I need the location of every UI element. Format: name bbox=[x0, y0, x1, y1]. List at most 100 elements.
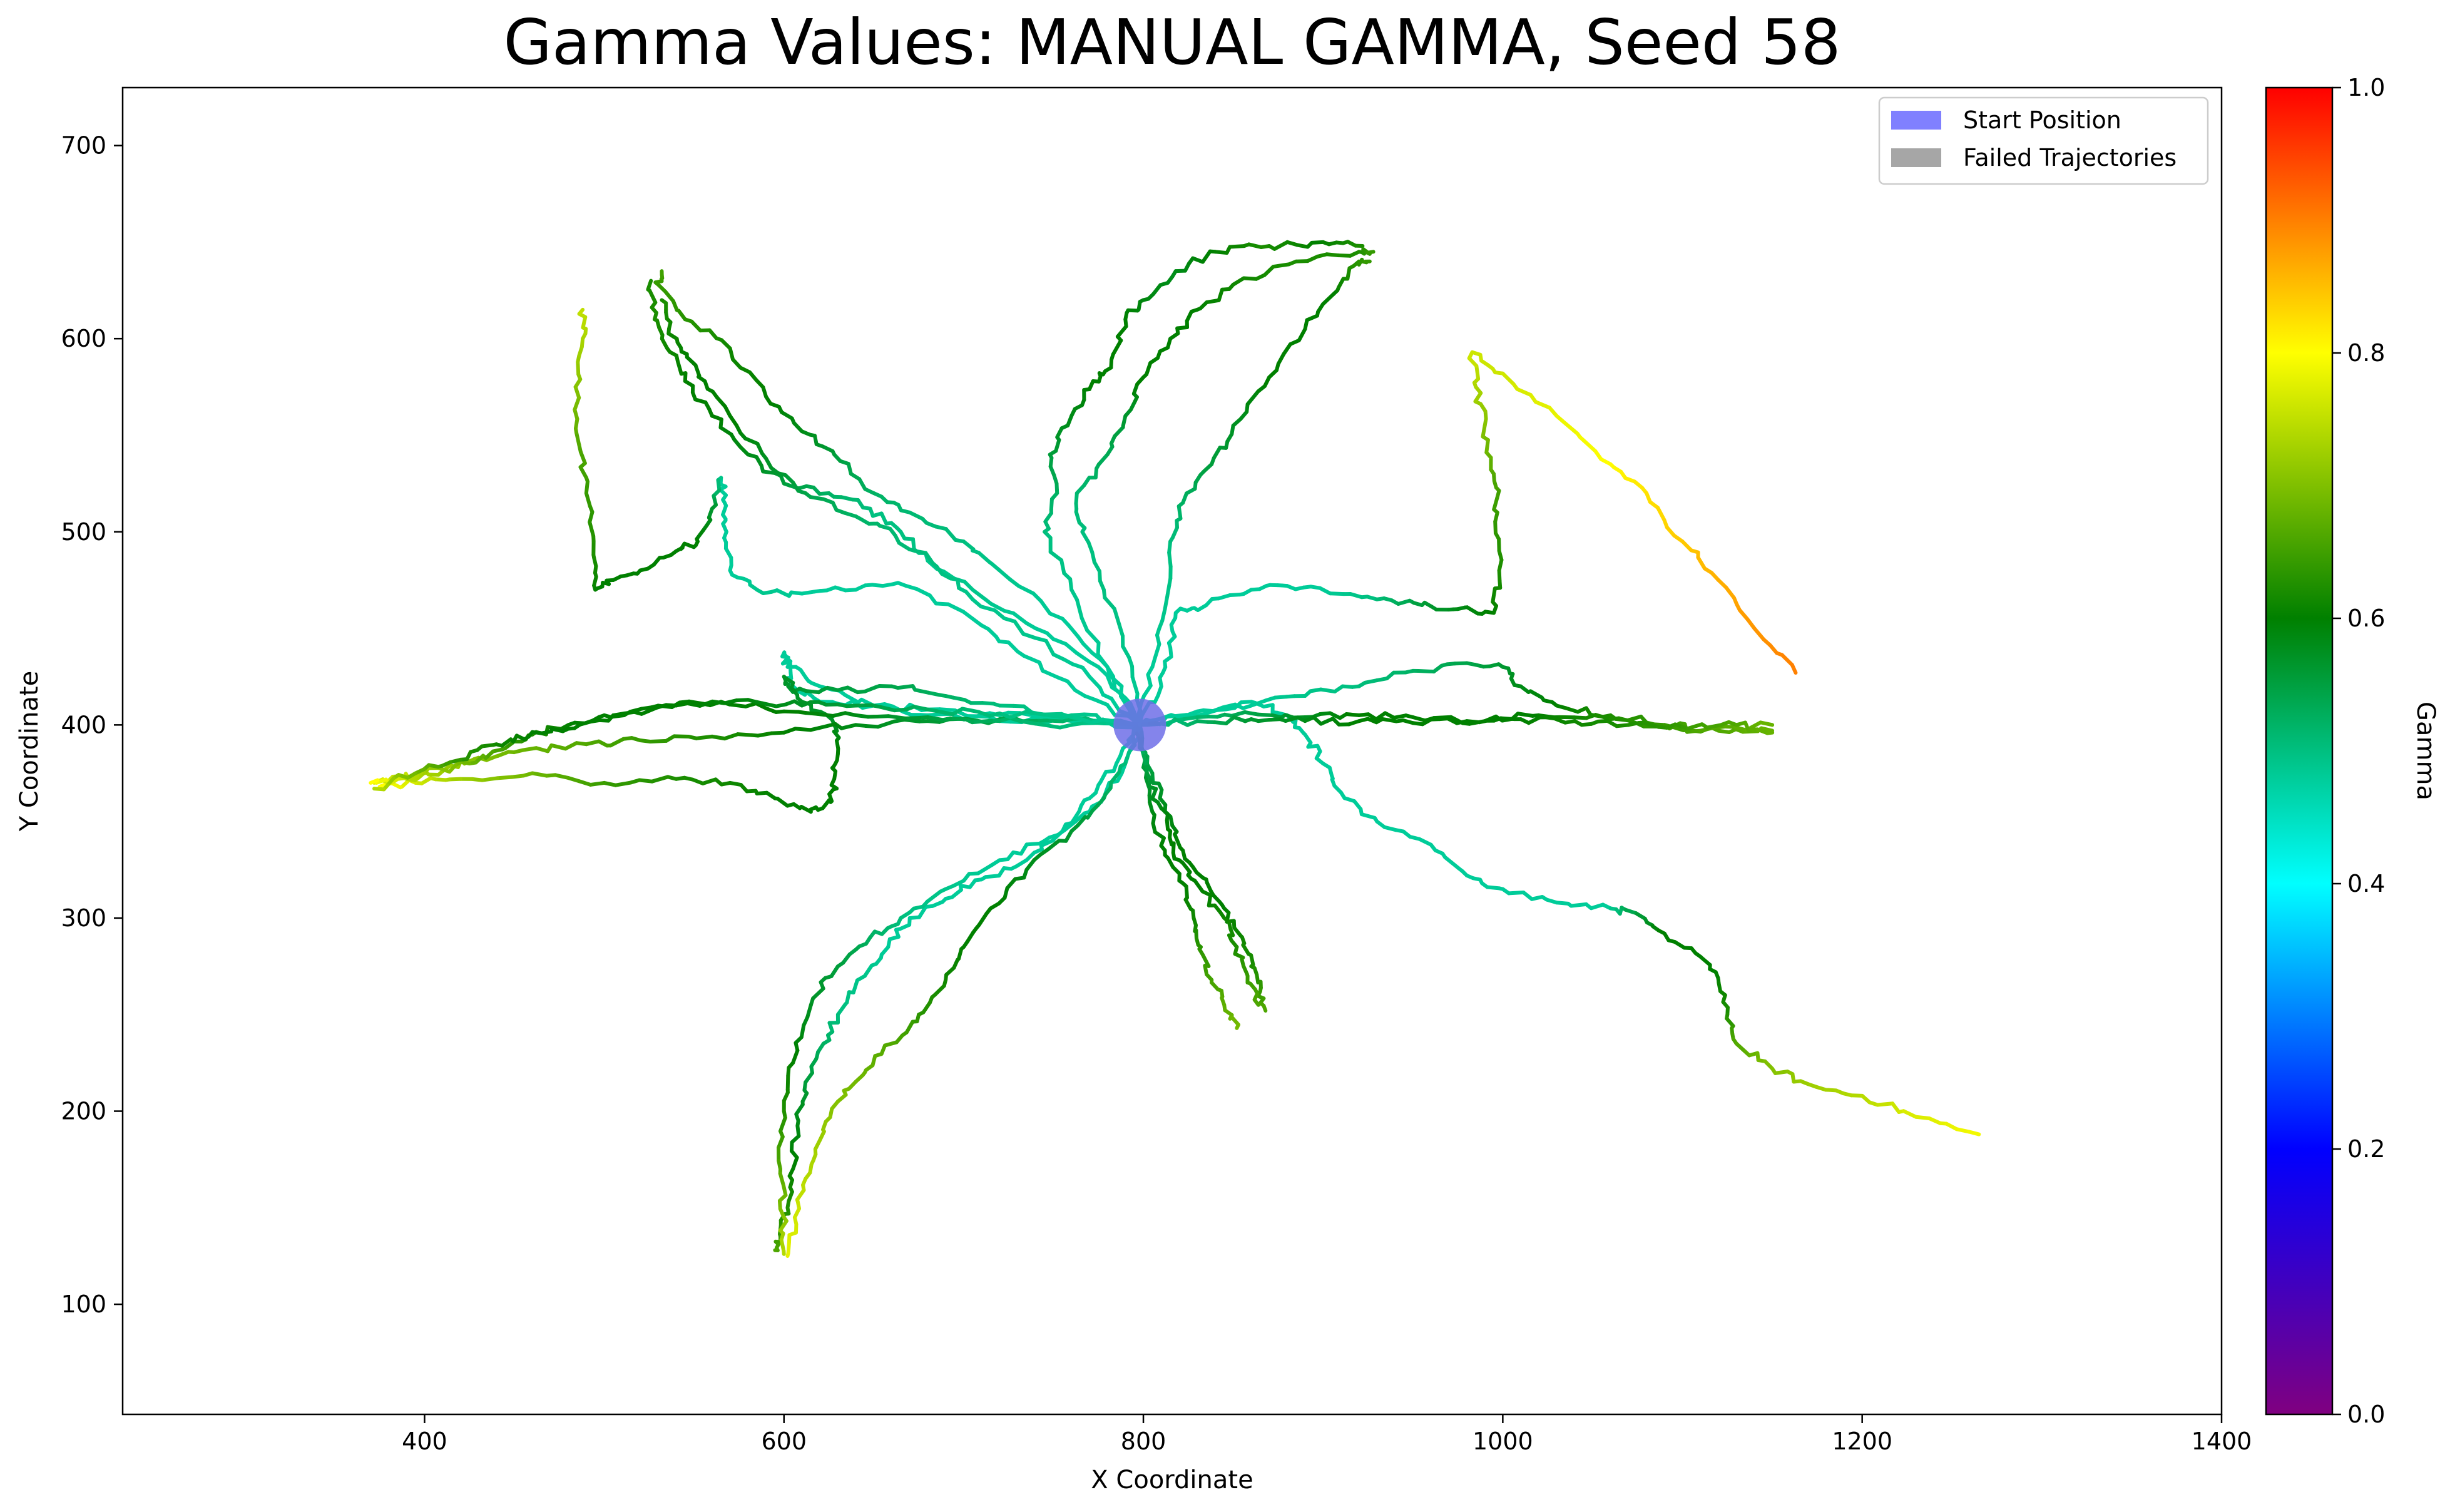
trajectory-segment bbox=[1073, 688, 1087, 698]
trajectory-segment bbox=[1452, 661, 1469, 666]
trajectory-segment bbox=[1235, 1023, 1240, 1030]
trajectory-segment bbox=[687, 699, 705, 706]
trajectory-segment bbox=[785, 1073, 790, 1091]
trajectory-segment bbox=[794, 1102, 805, 1116]
trajectory-segment bbox=[1282, 342, 1292, 356]
x-axis-label: X Coordinate bbox=[1091, 1466, 1253, 1494]
trajectory-segment bbox=[584, 479, 590, 496]
trajectory-segment bbox=[970, 718, 994, 725]
trajectory-segment bbox=[1058, 723, 1074, 730]
trajectory-segment bbox=[1035, 714, 1052, 720]
colorbar-tick-label: 0.2 bbox=[2347, 1135, 2385, 1163]
trajectory-segment bbox=[1044, 638, 1056, 656]
trajectory-segment bbox=[896, 684, 915, 690]
legend-start-label: Start Position bbox=[1963, 106, 2121, 134]
trajectory-segment bbox=[1153, 642, 1161, 661]
trajectory-segment bbox=[480, 776, 499, 782]
trajectory-segment bbox=[553, 773, 570, 780]
trajectory-segment bbox=[1021, 631, 1038, 640]
trajectory-segment bbox=[1484, 437, 1490, 454]
trajectory-segment bbox=[1554, 901, 1570, 906]
trajectory-segment bbox=[1252, 998, 1260, 1007]
trajectory-segment bbox=[998, 568, 1012, 581]
x-tick-label: 400 bbox=[402, 1428, 447, 1455]
trajectory-segment bbox=[1325, 252, 1340, 258]
trajectory-segment bbox=[1656, 506, 1667, 522]
y-tick-label: 300 bbox=[61, 904, 106, 932]
trajectory-23 bbox=[1138, 350, 1798, 727]
trajectory-segment bbox=[534, 746, 550, 753]
colorbar-tick-label: 0.0 bbox=[2347, 1401, 2385, 1428]
trajectory-segment bbox=[1465, 605, 1480, 616]
trajectory-segment bbox=[842, 511, 858, 519]
trajectory-segment bbox=[1560, 419, 1580, 436]
trajectory-segment bbox=[1271, 262, 1291, 269]
trajectory-segment bbox=[1006, 640, 1020, 654]
trajectory-segment bbox=[1382, 825, 1398, 832]
trajectory-segment bbox=[1564, 706, 1580, 714]
trajectory-segment bbox=[1096, 665, 1110, 678]
trajectory-segment bbox=[948, 716, 968, 722]
trajectory-segment bbox=[1096, 452, 1110, 467]
trajectory-segment bbox=[877, 684, 894, 688]
trajectory-segment bbox=[926, 715, 945, 722]
trajectory-segment bbox=[1724, 585, 1737, 600]
trajectory-segment bbox=[743, 436, 760, 446]
trajectory-segment bbox=[719, 338, 732, 350]
trajectory-segment bbox=[1572, 715, 1589, 720]
trajectory-segment bbox=[1752, 626, 1766, 641]
trajectory-segment bbox=[1051, 652, 1066, 662]
trajectory-segment bbox=[1080, 529, 1091, 544]
trajectory-segment bbox=[1515, 387, 1533, 397]
trajectory-segment bbox=[1112, 606, 1121, 626]
trajectory-segment bbox=[913, 688, 931, 695]
trajectory-segment bbox=[1075, 598, 1084, 620]
trajectory-segment bbox=[1705, 723, 1723, 730]
trajectory-segment bbox=[1089, 717, 1106, 725]
trajectory-segment bbox=[1048, 611, 1064, 621]
legend-start-swatch bbox=[1891, 111, 1941, 130]
trajectory-segment bbox=[436, 766, 452, 774]
trajectory-segment bbox=[1443, 855, 1461, 870]
trajectory-2 bbox=[1074, 247, 1376, 727]
colorbar: 0.0 0.2 0.4 0.6 0.8 1.0 Gamma bbox=[2265, 74, 2440, 1428]
trajectory-segment bbox=[1336, 253, 1352, 258]
trajectory-segment bbox=[660, 298, 668, 305]
trajectory-segment bbox=[754, 701, 768, 711]
trajectory-segment bbox=[698, 699, 715, 708]
trajectory-segment bbox=[573, 385, 581, 400]
trajectory-segment bbox=[1051, 637, 1068, 646]
trajectory-segment bbox=[944, 527, 957, 542]
trajectory-segment bbox=[775, 797, 790, 808]
trajectory-segment bbox=[1108, 673, 1124, 688]
trajectory-segment bbox=[950, 887, 963, 899]
trajectory-segment bbox=[1737, 608, 1750, 621]
start-position-marker bbox=[1113, 698, 1166, 752]
trajectory-segment bbox=[602, 780, 618, 787]
trajectory-segment bbox=[778, 1172, 786, 1188]
trajectory-segment bbox=[1212, 446, 1222, 460]
trajectory-segment bbox=[1231, 276, 1246, 287]
trajectory-segment bbox=[782, 727, 798, 735]
trajectory-segment bbox=[835, 1003, 847, 1017]
trajectory-segment bbox=[1213, 720, 1228, 725]
trajectory-segment bbox=[804, 1071, 814, 1085]
colorbar-tick-label: 0.8 bbox=[2347, 339, 2385, 367]
trajectory-segment bbox=[1205, 298, 1221, 305]
trajectory-segment bbox=[817, 722, 837, 730]
trajectory-segment bbox=[791, 1048, 800, 1065]
trajectory-segment bbox=[1363, 678, 1379, 685]
trajectory-segment bbox=[647, 289, 658, 305]
trajectory-segment bbox=[1790, 663, 1798, 675]
trajectory-segment bbox=[573, 396, 581, 412]
x-axis-ticks: 400 600 800 1000 1200 1400 bbox=[402, 1414, 2252, 1455]
trajectory-segment bbox=[926, 712, 942, 717]
trajectory-segment bbox=[1022, 654, 1042, 665]
trajectory-segment bbox=[815, 712, 835, 718]
trajectory-segment bbox=[926, 719, 941, 724]
trajectory-segment bbox=[1344, 712, 1361, 717]
trajectory-segment bbox=[1499, 716, 1517, 722]
trajectory-segment bbox=[1024, 858, 1036, 872]
colorbar-gradient bbox=[2266, 88, 2332, 1414]
trajectory-segment bbox=[1151, 283, 1163, 296]
